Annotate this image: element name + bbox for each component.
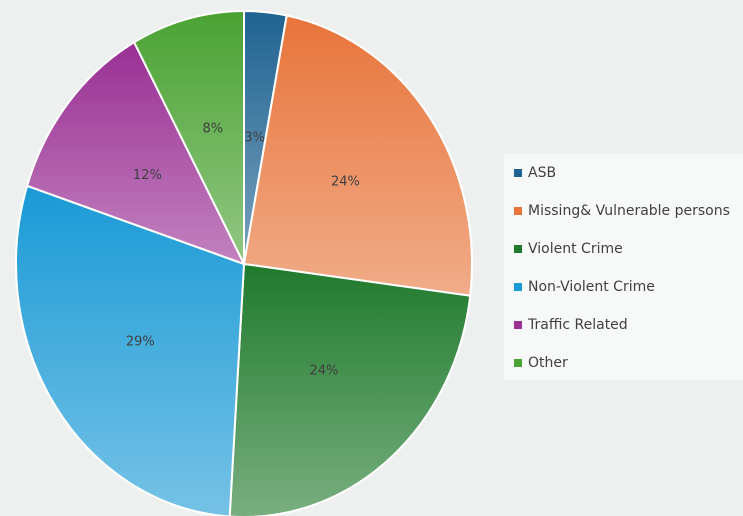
legend-label: ASB xyxy=(528,165,556,181)
legend-swatch xyxy=(514,321,522,329)
legend-swatch xyxy=(514,245,522,253)
legend-label: Traffic Related xyxy=(527,317,628,333)
pie-slice xyxy=(228,262,472,516)
legend-label: Violent Crime xyxy=(528,241,623,257)
legend-swatch xyxy=(514,283,522,291)
pie-slice xyxy=(25,40,246,266)
pie-slice xyxy=(15,184,246,516)
data-label: 8% xyxy=(203,122,224,137)
pie-slice xyxy=(132,9,245,265)
data-label: 24% xyxy=(331,175,360,190)
pie-slice xyxy=(242,14,473,297)
legend-swatch xyxy=(514,169,522,177)
legend-swatch xyxy=(514,359,522,367)
legend-box xyxy=(504,154,743,380)
data-label: 24% xyxy=(309,364,338,379)
legend-label: Missing& Vulnerable persons xyxy=(528,203,730,219)
data-label: 12% xyxy=(133,168,162,183)
legend-label: Other xyxy=(528,355,568,371)
data-label: 3% xyxy=(244,131,265,146)
data-label: 29% xyxy=(126,335,155,350)
legend-label: Non-Violent Crime xyxy=(528,279,655,295)
legend-swatch xyxy=(514,207,522,215)
